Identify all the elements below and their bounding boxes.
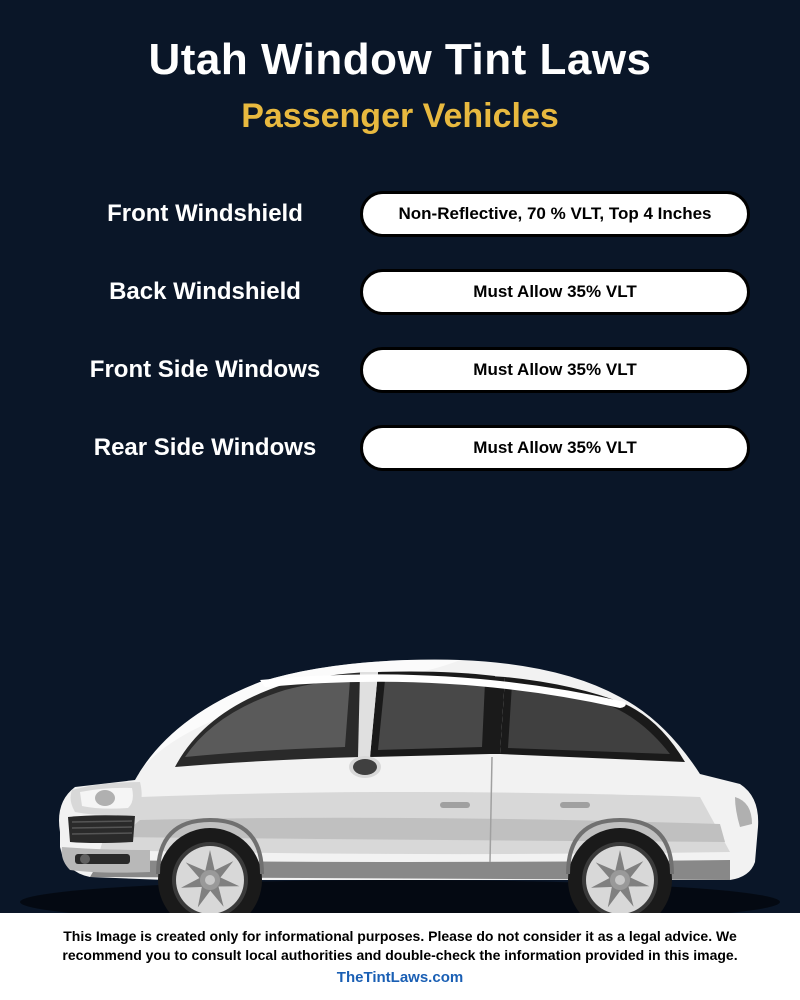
header: Utah Window Tint Laws Passenger Vehicles: [0, 0, 800, 136]
rule-row: Rear Side Windows Must Allow 35% VLT: [50, 425, 750, 471]
rule-value-pill: Must Allow 35% VLT: [360, 269, 750, 315]
car-illustration: [0, 602, 800, 922]
page-subtitle: Passenger Vehicles: [0, 97, 800, 136]
rule-label: Front Windshield: [50, 200, 360, 228]
page-title: Utah Window Tint Laws: [0, 35, 800, 85]
rule-label: Rear Side Windows: [50, 434, 360, 462]
rule-value-pill: Non-Reflective, 70 % VLT, Top 4 Inches: [360, 191, 750, 237]
disclaimer-link[interactable]: TheTintLaws.com: [40, 969, 760, 986]
rule-value-pill: Must Allow 35% VLT: [360, 425, 750, 471]
rule-value-pill: Must Allow 35% VLT: [360, 347, 750, 393]
rule-row: Front Windshield Non-Reflective, 70 % VL…: [50, 191, 750, 237]
rule-row: Back Windshield Must Allow 35% VLT: [50, 269, 750, 315]
rules-list: Front Windshield Non-Reflective, 70 % VL…: [0, 191, 800, 471]
rule-row: Front Side Windows Must Allow 35% VLT: [50, 347, 750, 393]
rule-label: Back Windshield: [50, 278, 360, 306]
disclaimer-bar: This Image is created only for informati…: [0, 913, 800, 1000]
disclaimer-text: This Image is created only for informati…: [40, 927, 760, 965]
rule-label: Front Side Windows: [50, 356, 360, 384]
